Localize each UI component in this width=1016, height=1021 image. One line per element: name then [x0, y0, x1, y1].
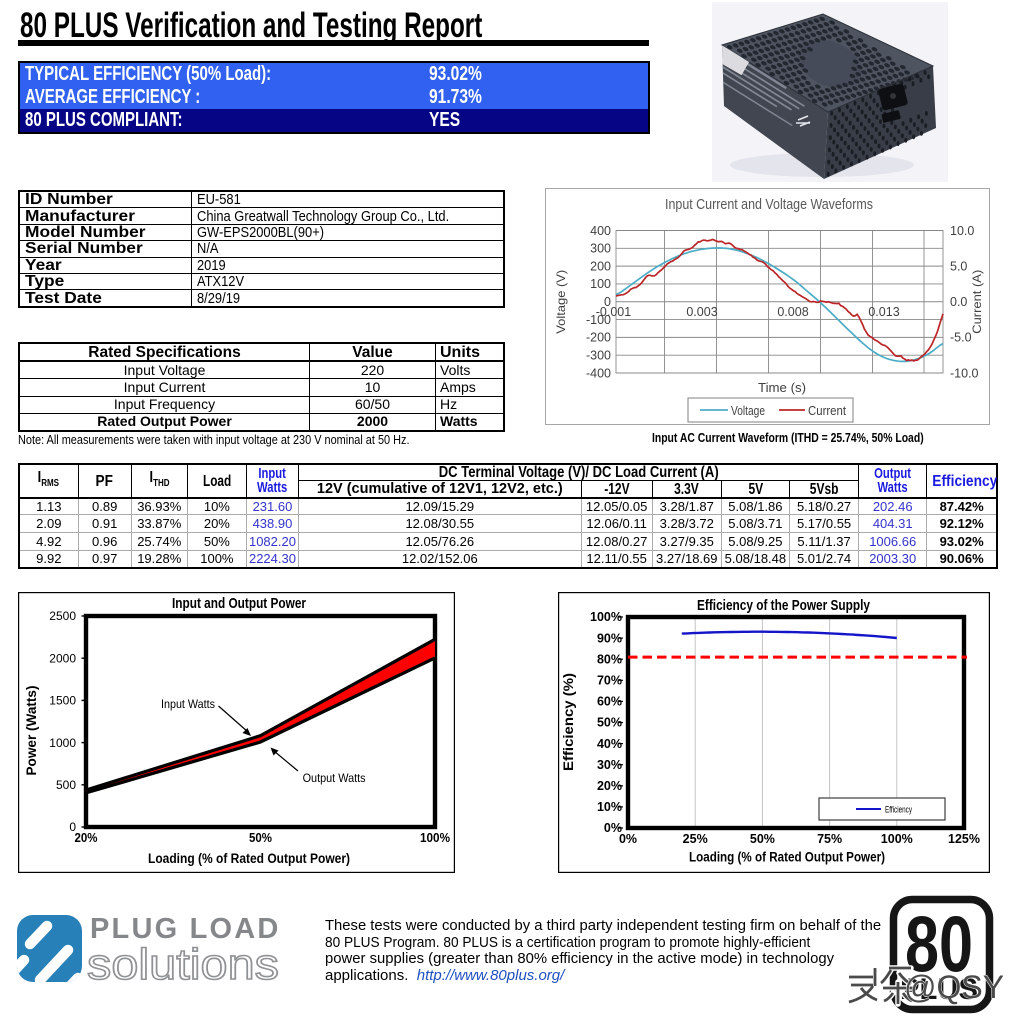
- svg-text:1500: 1500: [49, 694, 76, 708]
- svg-text:-300: -300: [586, 349, 611, 363]
- svg-text:50%: 50%: [597, 716, 622, 730]
- svg-text:100%: 100%: [881, 832, 913, 846]
- svg-text:Efficiency: Efficiency: [885, 805, 912, 815]
- svg-text:Voltage (V): Voltage (V): [554, 270, 568, 334]
- svg-text:30%: 30%: [597, 758, 622, 772]
- svg-text:0.0: 0.0: [950, 295, 967, 309]
- svg-text:-200: -200: [586, 331, 611, 345]
- svg-text:20%: 20%: [75, 830, 98, 845]
- svg-text:Input Current and Voltage Wave: Input Current and Voltage Waveforms: [665, 196, 873, 213]
- svg-text:Loading (% of Rated Output Pow: Loading (% of Rated Output Power): [689, 850, 885, 865]
- svg-text:80: 80: [905, 899, 973, 988]
- svg-text:PLUG LOAD: PLUG LOAD: [90, 913, 281, 945]
- svg-text:100: 100: [590, 277, 611, 291]
- svg-text:Time (s): Time (s): [758, 381, 806, 395]
- svg-text:0.013: 0.013: [868, 305, 899, 319]
- svg-text:-0.001: -0.001: [596, 305, 631, 319]
- svg-text:125%: 125%: [948, 832, 980, 846]
- svg-text:0%: 0%: [604, 821, 622, 835]
- svg-text:0.003: 0.003: [686, 305, 717, 319]
- svg-text:20%: 20%: [597, 779, 622, 793]
- svg-text:1000: 1000: [49, 736, 76, 750]
- svg-text:0%: 0%: [619, 832, 637, 846]
- svg-text:300: 300: [590, 242, 611, 256]
- svg-text:70%: 70%: [597, 674, 622, 688]
- svg-text:80%: 80%: [597, 652, 622, 666]
- svg-text:2000: 2000: [49, 651, 76, 665]
- svg-text:90%: 90%: [597, 631, 622, 645]
- svg-text:-100: -100: [586, 313, 611, 327]
- svg-text:10.0: 10.0: [950, 224, 974, 238]
- svg-text:60%: 60%: [597, 695, 622, 709]
- svg-text:2500: 2500: [49, 609, 76, 623]
- svg-text:200: 200: [590, 259, 611, 273]
- svg-text:400: 400: [590, 224, 611, 238]
- svg-text:Output Watts: Output Watts: [303, 771, 366, 785]
- svg-text:100%: 100%: [420, 830, 450, 845]
- svg-text:Power (Watts): Power (Watts): [23, 686, 39, 776]
- svg-text:Input Watts: Input Watts: [161, 697, 215, 711]
- svg-text:-400: -400: [586, 366, 611, 380]
- svg-text:5.0: 5.0: [950, 259, 967, 273]
- svg-text:0: 0: [69, 820, 76, 834]
- svg-text:solutions: solutions: [87, 940, 279, 989]
- svg-text:50%: 50%: [750, 832, 775, 846]
- svg-text:0.008: 0.008: [777, 305, 808, 319]
- svg-text:500: 500: [56, 778, 76, 792]
- svg-text:Current: Current: [808, 403, 846, 418]
- svg-text:0: 0: [604, 295, 611, 309]
- svg-text:-5.0: -5.0: [950, 331, 972, 345]
- svg-text:Voltage: Voltage: [731, 403, 765, 418]
- svg-text:-10.0: -10.0: [950, 366, 979, 380]
- svg-text:Current (A): Current (A): [970, 270, 984, 334]
- svg-text:@QSY: @QSY: [904, 969, 1003, 1005]
- svg-text:Input and Output Power: Input and Output Power: [172, 595, 306, 612]
- svg-text:40%: 40%: [597, 737, 622, 751]
- svg-text:100%: 100%: [590, 610, 622, 624]
- svg-text:Efficiency (%): Efficiency (%): [560, 673, 576, 771]
- svg-text:25%: 25%: [683, 832, 708, 846]
- svg-text:Loading (% of Rated Output Pow: Loading (% of Rated Output Power): [148, 851, 350, 866]
- svg-text:75%: 75%: [817, 832, 842, 846]
- svg-text:10%: 10%: [597, 800, 622, 814]
- svg-text:Efficiency of the Power Supply: Efficiency of the Power Supply: [697, 597, 871, 614]
- svg-text:50%: 50%: [249, 830, 272, 845]
